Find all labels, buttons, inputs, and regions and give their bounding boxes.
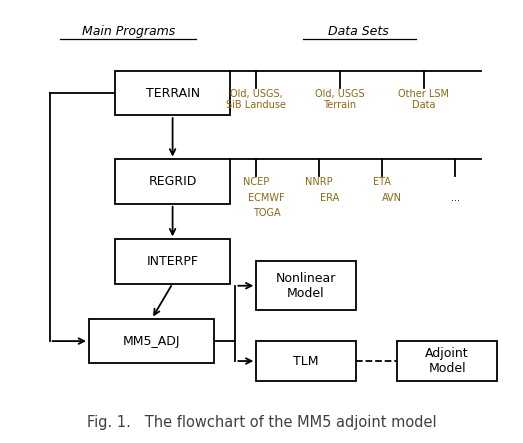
Text: ...: ... bbox=[450, 193, 460, 203]
Text: TERRAIN: TERRAIN bbox=[145, 86, 200, 100]
Text: ERA: ERA bbox=[320, 193, 339, 203]
Text: Adjoint
Model: Adjoint Model bbox=[425, 347, 469, 375]
Text: Fig. 1.   The flowchart of the MM5 adjoint model: Fig. 1. The flowchart of the MM5 adjoint… bbox=[87, 415, 436, 430]
Text: MM5_ADJ: MM5_ADJ bbox=[123, 334, 180, 348]
Text: Old, USGS
Terrain: Old, USGS Terrain bbox=[315, 89, 365, 110]
Text: Other LSM
Data: Other LSM Data bbox=[398, 89, 449, 110]
FancyBboxPatch shape bbox=[115, 71, 230, 115]
Text: Nonlinear
Model: Nonlinear Model bbox=[276, 272, 336, 300]
Text: Main Programs: Main Programs bbox=[82, 25, 175, 38]
FancyBboxPatch shape bbox=[397, 341, 497, 381]
FancyBboxPatch shape bbox=[115, 159, 230, 204]
Text: ETA: ETA bbox=[373, 177, 391, 187]
FancyBboxPatch shape bbox=[256, 341, 356, 381]
Text: Old, USGS,
SiB Landuse: Old, USGS, SiB Landuse bbox=[226, 89, 286, 110]
Text: Data Sets: Data Sets bbox=[328, 25, 389, 38]
Text: ECMWF: ECMWF bbox=[248, 193, 285, 203]
Text: NNRP: NNRP bbox=[305, 177, 333, 187]
Text: INTERPF: INTERPF bbox=[146, 255, 199, 268]
Text: REGRID: REGRID bbox=[149, 175, 197, 188]
FancyBboxPatch shape bbox=[89, 319, 214, 363]
FancyBboxPatch shape bbox=[115, 239, 230, 284]
FancyBboxPatch shape bbox=[256, 261, 356, 310]
Text: AVN: AVN bbox=[382, 193, 402, 203]
Text: TLM: TLM bbox=[293, 354, 319, 368]
Text: TOGA: TOGA bbox=[253, 208, 280, 218]
Text: NCEP: NCEP bbox=[243, 177, 269, 187]
